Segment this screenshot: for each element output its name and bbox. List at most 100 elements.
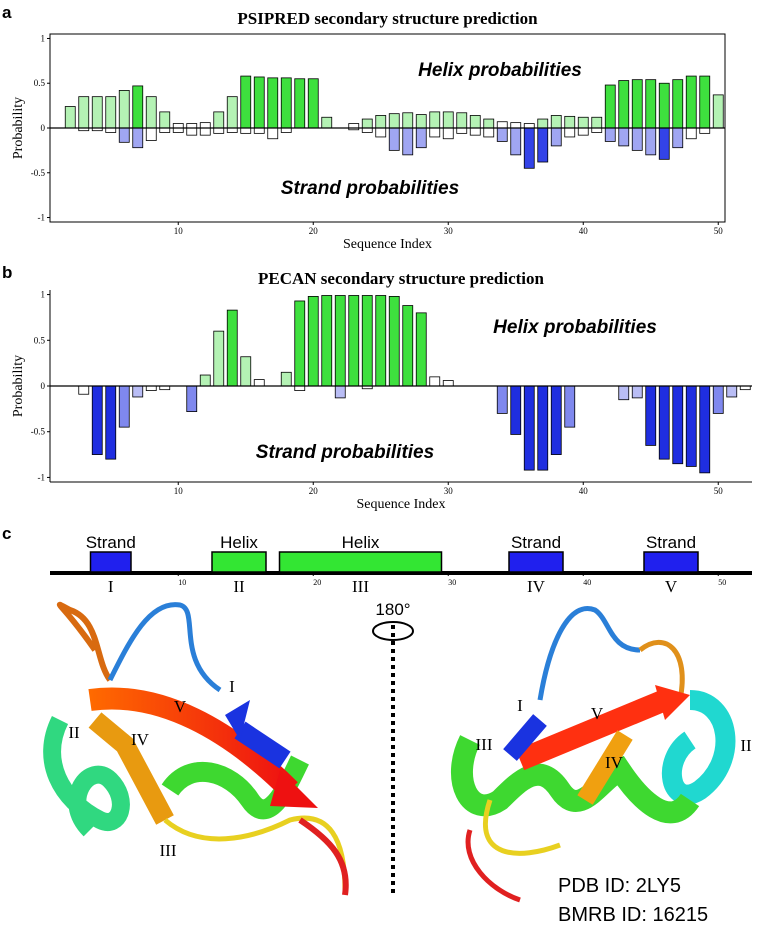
bar	[307, 78, 319, 129]
helix	[661, 690, 736, 805]
bar	[496, 127, 508, 142]
bar	[132, 127, 144, 149]
x-tick-label: 40	[583, 578, 591, 587]
bar	[402, 112, 414, 129]
bar	[591, 127, 603, 133]
structure-label: III	[160, 841, 177, 860]
x-tick-label: 40	[579, 486, 589, 496]
bar	[658, 82, 670, 129]
bar	[91, 385, 103, 455]
element-label: Helix	[220, 533, 258, 552]
bar	[537, 127, 549, 163]
x-tick-label: 30	[444, 226, 454, 236]
series-annotation: Helix probabilities	[418, 60, 582, 81]
bar	[199, 122, 211, 129]
loop	[163, 815, 348, 891]
arrowhead	[655, 685, 690, 720]
bar	[172, 123, 184, 129]
bar	[186, 385, 198, 413]
bar	[523, 127, 535, 169]
loop	[107, 602, 222, 693]
structure-label: II	[740, 736, 752, 755]
bar	[78, 96, 90, 129]
bar	[132, 385, 144, 398]
bar	[496, 121, 508, 129]
y-tick-label: -0.5	[31, 168, 46, 178]
bar	[334, 385, 346, 399]
bar	[483, 127, 495, 138]
bar	[672, 127, 684, 149]
y-tick-label: 0.5	[34, 78, 46, 88]
strand	[234, 721, 291, 769]
x-tick-label: 50	[714, 486, 724, 496]
bar	[429, 376, 441, 387]
bar	[415, 127, 427, 149]
y-tick-label: 0.5	[34, 335, 46, 345]
x-tick-label: 30	[448, 578, 456, 587]
structure-element	[643, 551, 699, 573]
bar	[159, 111, 171, 129]
bar	[375, 295, 387, 387]
strand	[503, 714, 547, 761]
bar	[631, 385, 643, 399]
y-tick-label: 0	[41, 123, 46, 133]
bar	[402, 305, 414, 387]
bar	[361, 118, 373, 129]
bar	[105, 127, 117, 133]
rotation-label: 180°	[375, 600, 410, 619]
bar	[361, 295, 373, 387]
bar	[618, 80, 630, 129]
bar	[280, 77, 292, 129]
bar	[577, 116, 589, 129]
bar	[253, 127, 265, 134]
bar	[294, 78, 306, 129]
bar	[699, 127, 711, 134]
structure-label: II	[68, 723, 80, 742]
y-axis-title: Probability	[11, 355, 26, 417]
bar	[564, 385, 576, 428]
structure-element	[89, 551, 132, 573]
bar	[280, 371, 292, 387]
bar	[402, 127, 414, 156]
bar	[118, 385, 130, 428]
element-numeral: II	[233, 577, 245, 596]
bar	[118, 127, 130, 143]
bar	[213, 330, 225, 387]
bar	[348, 295, 360, 387]
bar	[226, 127, 238, 133]
bar	[199, 127, 211, 136]
bar	[415, 114, 427, 129]
y-tick-label: -0.5	[31, 427, 46, 437]
structure-label: I	[229, 677, 235, 696]
y-axis-title: Probability	[11, 97, 26, 159]
bar	[105, 385, 117, 460]
bar	[415, 312, 427, 387]
bar	[388, 295, 400, 387]
bar	[658, 385, 670, 460]
bar	[645, 385, 657, 446]
bar	[496, 385, 508, 414]
bar	[132, 85, 144, 129]
bar	[105, 96, 117, 129]
bar	[172, 127, 184, 133]
strand	[515, 689, 670, 771]
bar	[91, 96, 103, 129]
bar	[213, 111, 225, 129]
protein-cartoons	[43, 601, 736, 903]
bar	[240, 127, 252, 134]
structure-element	[211, 551, 267, 573]
bar	[631, 127, 643, 151]
bar	[240, 75, 252, 129]
bar	[253, 379, 265, 387]
bar	[186, 127, 198, 136]
bar	[118, 90, 130, 129]
series-annotation: Strand probabilities	[281, 178, 459, 199]
bar	[253, 76, 265, 129]
bar	[618, 385, 630, 401]
x-tick-label: 10	[174, 226, 184, 236]
strand	[577, 730, 633, 805]
bar	[348, 123, 360, 129]
loop	[638, 639, 685, 701]
structure-label: V	[174, 697, 187, 716]
bar	[604, 127, 616, 142]
